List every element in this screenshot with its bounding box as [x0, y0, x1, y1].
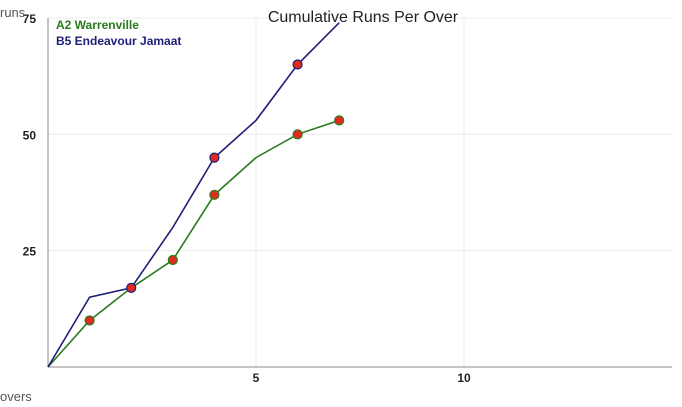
legend-item-a2-warrenville: A2 Warrenville [56, 18, 139, 32]
series-markers [84, 59, 345, 326]
point-a2-warrenville-over-1 [84, 315, 95, 326]
series-lines [47, 22, 340, 368]
series-line-a2-warrenville [47, 119, 340, 368]
tick-labels: 25 50 75 5 10 [23, 12, 471, 385]
y-tick-label-25: 25 [23, 245, 37, 259]
chart-title: Cumulative Runs Per Over [268, 9, 459, 26]
y-tick-label-75: 75 [23, 12, 37, 26]
point-a2-warrenville-over-6 [292, 129, 303, 140]
point-a2-warrenville-over-3 [167, 254, 178, 266]
y-tick-label-50: 50 [23, 128, 37, 142]
legend: A2 Warrenville B5 Endeavour Jamaat [56, 18, 181, 48]
point-a2-warrenville-over-7 [334, 115, 345, 126]
x-tick-label-10: 10 [457, 371, 471, 385]
y-axis-title: runs [0, 5, 26, 20]
series-line-b5-endeavour-jamaat [47, 22, 340, 368]
legend-item-b5-endeavour-jamaat: B5 Endeavour Jamaat [56, 34, 181, 48]
point-b5-endeavour-jamaat-over-6 [292, 59, 303, 70]
point-b5-endeavour-jamaat-over-4 [209, 152, 220, 163]
point-a2-warrenville-over-4 [209, 189, 220, 200]
grid [48, 17, 672, 367]
point-b5-endeavour-jamaat-over-2 [126, 282, 137, 293]
x-tick-label-5: 5 [253, 371, 260, 385]
axes [47, 18, 672, 368]
x-axis-title: overs [0, 389, 32, 404]
